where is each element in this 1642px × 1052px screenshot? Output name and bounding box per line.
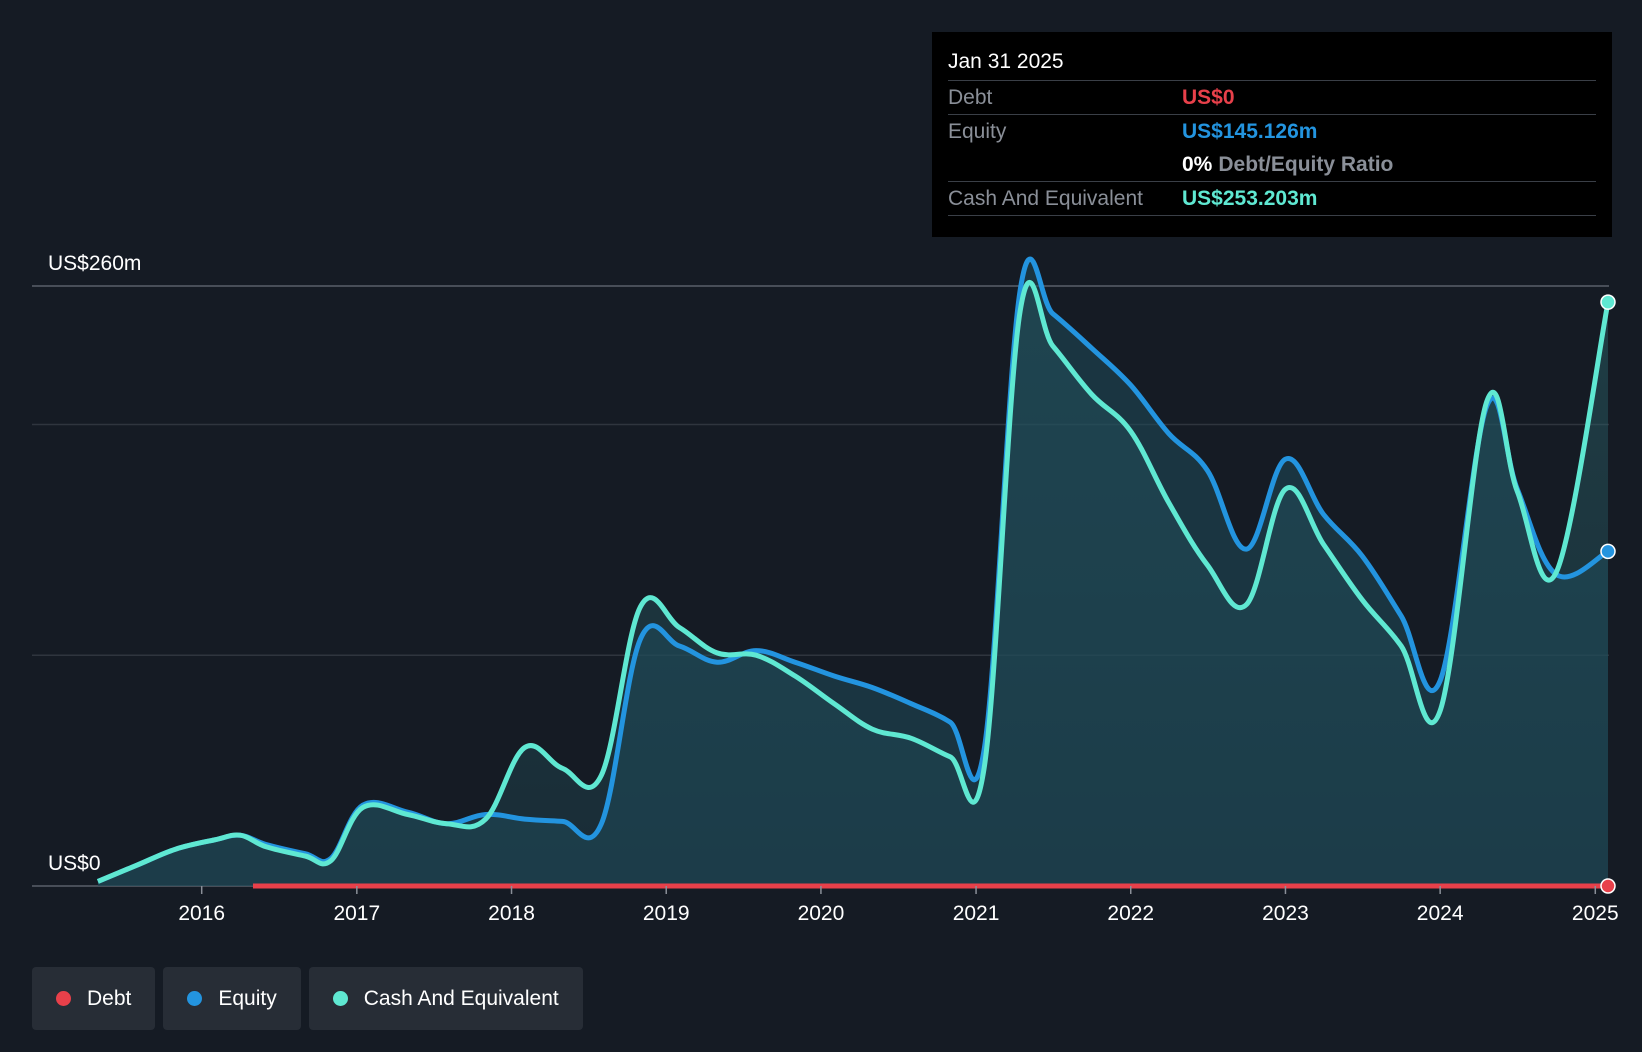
legend-cash-dot-icon [332, 991, 348, 1006]
tooltip-cash-value: US$253.203m [1182, 187, 1318, 210]
tooltip-ratio-label: Debt/Equity Ratio [1218, 153, 1394, 176]
tooltip-equity-value: US$145.126m [1182, 120, 1318, 143]
equity-point [1600, 543, 1616, 560]
legend-debt-label: Debt [87, 986, 132, 1010]
tooltip-ratio-value: 0% [1182, 153, 1213, 176]
legend-item-debt[interactable]: Debt [32, 967, 156, 1030]
debt-point [1600, 878, 1616, 894]
cash-point [1600, 294, 1616, 310]
x-tick-label: 2018 [488, 902, 535, 925]
tooltip-debt-label: Debt [948, 86, 993, 109]
legend-item-equity[interactable]: Equity [163, 967, 301, 1030]
tooltip-equity-row: Equity US$145.126m [948, 115, 1596, 148]
tooltip-debt-row: Debt US$0 [948, 81, 1596, 115]
x-tick-label: 2020 [798, 902, 845, 925]
chart-legend: Debt Equity Cash And Equivalent [32, 967, 583, 1030]
tooltip-equity-label: Equity [948, 120, 1007, 143]
x-tick-label: 2021 [953, 902, 1000, 925]
cash-line [96, 279, 1611, 884]
tooltip-cash-label: Cash And Equivalent [948, 187, 1143, 210]
legend-equity-dot-icon [187, 991, 203, 1006]
equity-area [97, 259, 1608, 887]
tooltip-cash-row: Cash And Equivalent US$253.203m [948, 182, 1596, 216]
x-tick-label: 2016 [178, 902, 225, 925]
hover-tooltip: Jan 31 2025 Debt US$0 Equity US$145.126m… [932, 32, 1612, 237]
x-tick-label: 2023 [1262, 902, 1309, 925]
tooltip-debt-value: US$0 [1182, 86, 1235, 109]
legend-debt-dot-icon [56, 991, 71, 1006]
x-tick-label: 2022 [1107, 902, 1154, 925]
tooltip-ratio-spacer [948, 148, 1182, 181]
x-tick-label: 2025 [1572, 902, 1619, 925]
tooltip-date: Jan 31 2025 [948, 46, 1596, 81]
tooltip-ratio-row: 0% Debt/Equity Ratio [948, 148, 1596, 182]
legend-cash-label: Cash And Equivalent [363, 986, 559, 1010]
y-axis-top-label: US$260m [48, 252, 141, 275]
x-axis-ticks: 2016 2017 2018 2019 2020 2021 2022 2023 2024 2025 [178, 886, 1619, 925]
series-lines [96, 256, 1616, 894]
legend-item-cash[interactable]: Cash And Equivalent [308, 967, 583, 1030]
y-axis-bottom-label: US$0 [48, 852, 101, 875]
x-tick-label: 2024 [1417, 902, 1464, 925]
x-tick-label: 2017 [333, 902, 380, 925]
legend-equity-label: Equity [218, 986, 277, 1010]
series-areas [97, 259, 1608, 887]
x-tick-label: 2019 [643, 902, 690, 925]
